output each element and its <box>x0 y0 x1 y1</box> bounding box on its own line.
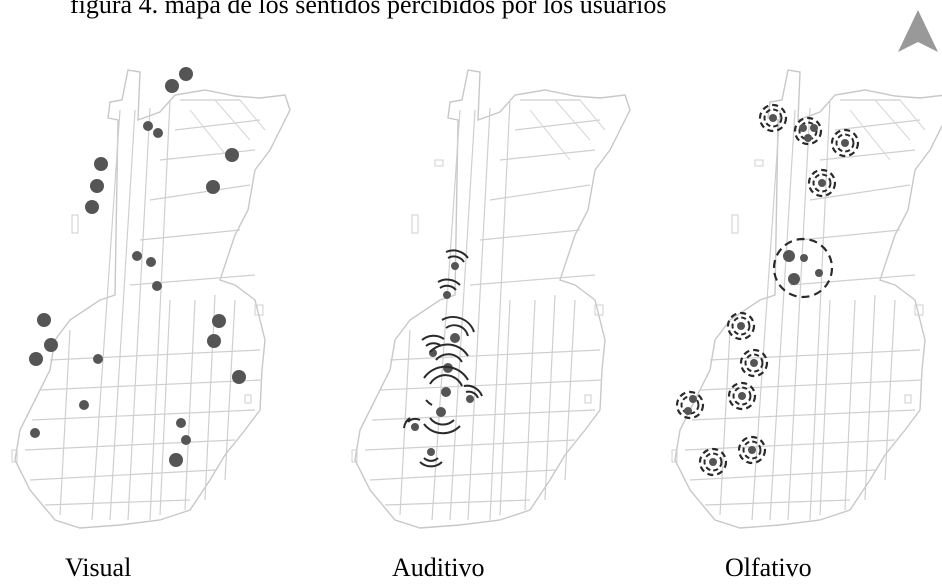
map-auditivo <box>351 69 631 529</box>
caption-auditivo: Auditivo <box>392 553 485 582</box>
north-arrow-icon <box>898 10 938 52</box>
header-partial-text: figura 4. mapa de los sentidos percibido… <box>70 0 667 19</box>
map-olfativo <box>671 69 942 529</box>
map-visual <box>11 67 291 529</box>
caption-visual: Visual <box>65 553 132 582</box>
olfativo-markers <box>675 103 860 477</box>
auditivo-sound-waves <box>403 249 483 468</box>
auditivo-markers <box>411 262 474 456</box>
visual-markers <box>29 67 246 467</box>
caption-olfativo: Olfativo <box>725 553 812 582</box>
